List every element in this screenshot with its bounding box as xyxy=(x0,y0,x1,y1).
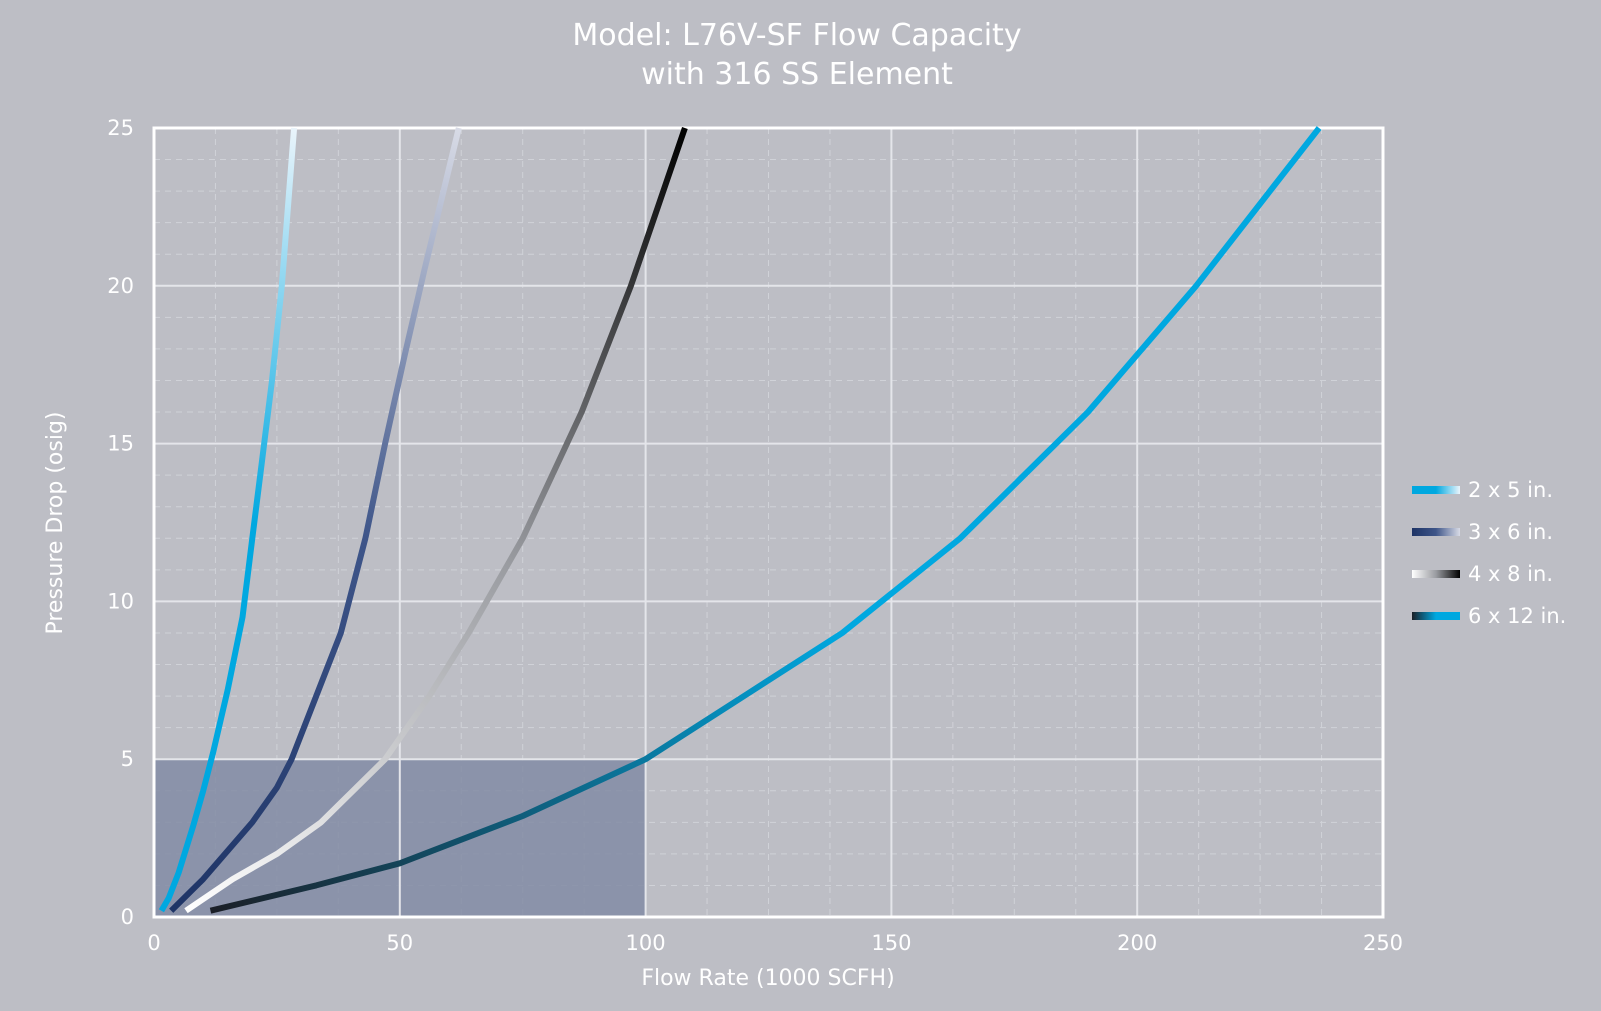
x-tick-label: 250 xyxy=(1363,931,1403,955)
y-tick-label: 15 xyxy=(107,432,134,456)
x-tick-label: 50 xyxy=(386,931,413,955)
legend-swatch xyxy=(1412,528,1460,536)
x-tick-label: 0 xyxy=(147,931,160,955)
y-tick-label: 5 xyxy=(121,747,134,771)
x-axis-label: Flow Rate (1000 SCFH) xyxy=(641,966,894,991)
x-tick-label: 100 xyxy=(626,931,666,955)
y-tick-label: 25 xyxy=(107,116,134,140)
y-tick-labels: 0 5 10 15 20 25 xyxy=(107,116,134,929)
series-line xyxy=(158,127,298,913)
legend-swatch xyxy=(1412,570,1460,578)
legend-label: 3 x 6 in. xyxy=(1468,520,1553,544)
legend: 2 x 5 in. 3 x 6 in. 4 x 8 in. 6 x 12 in. xyxy=(1412,478,1566,628)
chart-title: Model: L76V-SF Flow Capacity xyxy=(572,18,1021,53)
series-lines xyxy=(158,126,1322,914)
y-tick-label: 10 xyxy=(107,589,134,613)
y-tick-label: 0 xyxy=(121,905,134,929)
legend-swatch xyxy=(1412,486,1460,494)
x-tick-label: 200 xyxy=(1117,931,1157,955)
x-tick-label: 150 xyxy=(871,931,911,955)
y-axis-label: Pressure Drop (osig) xyxy=(43,411,68,634)
major-gridlines xyxy=(154,128,1383,917)
minor-gridlines xyxy=(154,128,1383,917)
plot-frame xyxy=(152,126,1385,919)
legend-label: 4 x 8 in. xyxy=(1468,562,1553,586)
x-tick-labels: 0 50 100 150 200 250 xyxy=(147,931,1403,955)
series-line xyxy=(209,126,1322,914)
legend-label: 6 x 12 in. xyxy=(1468,604,1566,628)
legend-label: 2 x 5 in. xyxy=(1468,478,1553,502)
y-tick-label: 20 xyxy=(107,274,134,298)
series-line xyxy=(184,127,688,914)
chart-title-group: Model: L76V-SF Flow Capacity with 316 SS… xyxy=(572,18,1021,92)
chart-subtitle: with 316 SS Element xyxy=(641,57,953,92)
legend-swatch xyxy=(1412,612,1460,620)
series-line xyxy=(169,127,462,913)
